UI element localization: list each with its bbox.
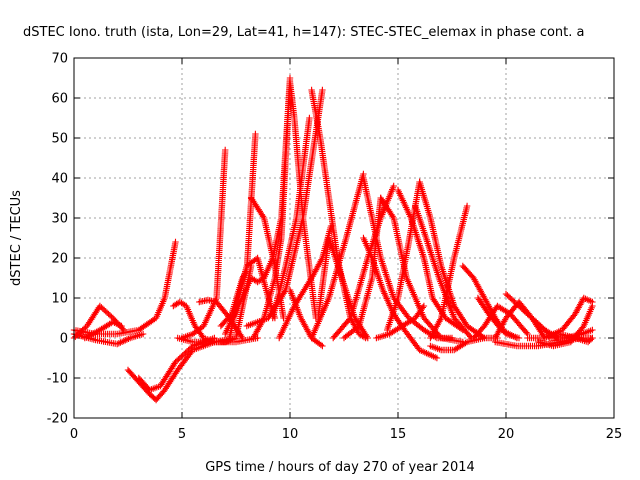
series-29	[384, 178, 423, 334]
y-axis-label: dSTEC / TECUs	[9, 190, 24, 286]
series-22-points	[308, 170, 367, 342]
x-tick-label: 20	[498, 427, 515, 442]
series-33	[427, 202, 471, 342]
y-tick-label: 60	[51, 92, 68, 107]
y-tick-label: 30	[51, 212, 68, 227]
series-16	[243, 86, 326, 330]
y-tick-label: 50	[51, 132, 68, 147]
series-4-points	[81, 318, 125, 342]
series-30	[416, 178, 488, 342]
y-tick-label: 70	[51, 52, 68, 67]
y-tick-label: -20	[47, 412, 68, 427]
series-34-points	[427, 334, 501, 354]
y-tick-label: 40	[51, 172, 68, 187]
series-40	[520, 306, 561, 342]
x-axis-label: GPS time / hours of day 270 of year 2014	[205, 460, 475, 475]
y-tick-label: 0	[60, 332, 68, 347]
series-34	[427, 334, 501, 354]
series-32	[373, 302, 428, 342]
series-29-points	[384, 178, 423, 334]
y-tick-label: 20	[51, 252, 68, 267]
series-6	[135, 334, 218, 394]
series-42	[524, 294, 596, 342]
series-14-points	[226, 254, 279, 342]
series-19	[308, 86, 369, 342]
series-19-points	[308, 86, 369, 342]
series-22	[308, 170, 367, 342]
series-16-points	[243, 86, 326, 330]
y-tick-label: 10	[51, 292, 68, 307]
x-tick-label: 15	[390, 427, 407, 442]
x-tick-label: 10	[282, 427, 299, 442]
series-17	[269, 114, 313, 322]
series-40-points	[520, 306, 561, 342]
series-45	[556, 330, 596, 346]
series-26-points	[340, 194, 384, 342]
series-14	[226, 254, 279, 342]
series-32-points	[373, 302, 428, 342]
series-30-points	[416, 178, 488, 342]
plot-frame	[73, 57, 615, 419]
x-tick-label: 5	[178, 427, 186, 442]
chart-title: dSTEC Iono. truth (ista, Lon=29, Lat=41,…	[23, 25, 585, 40]
series-6-points	[135, 334, 218, 394]
x-tick-label: 25	[606, 427, 623, 442]
series-18-points	[276, 222, 335, 342]
series-18	[276, 222, 335, 342]
series-33-points	[427, 202, 471, 342]
series-45-points	[556, 330, 596, 346]
y-tick-label: -10	[47, 372, 68, 387]
series-42-points	[524, 294, 596, 342]
data-marks	[70, 74, 596, 404]
series-4	[81, 318, 125, 342]
axis-ticks: 0 5 10 15 20 25 -20 -10 0 10 20 30 40 50 60 70	[47, 52, 623, 443]
x-tick-label: 0	[70, 427, 78, 442]
series-17-points	[269, 114, 313, 322]
series-26	[340, 194, 384, 342]
